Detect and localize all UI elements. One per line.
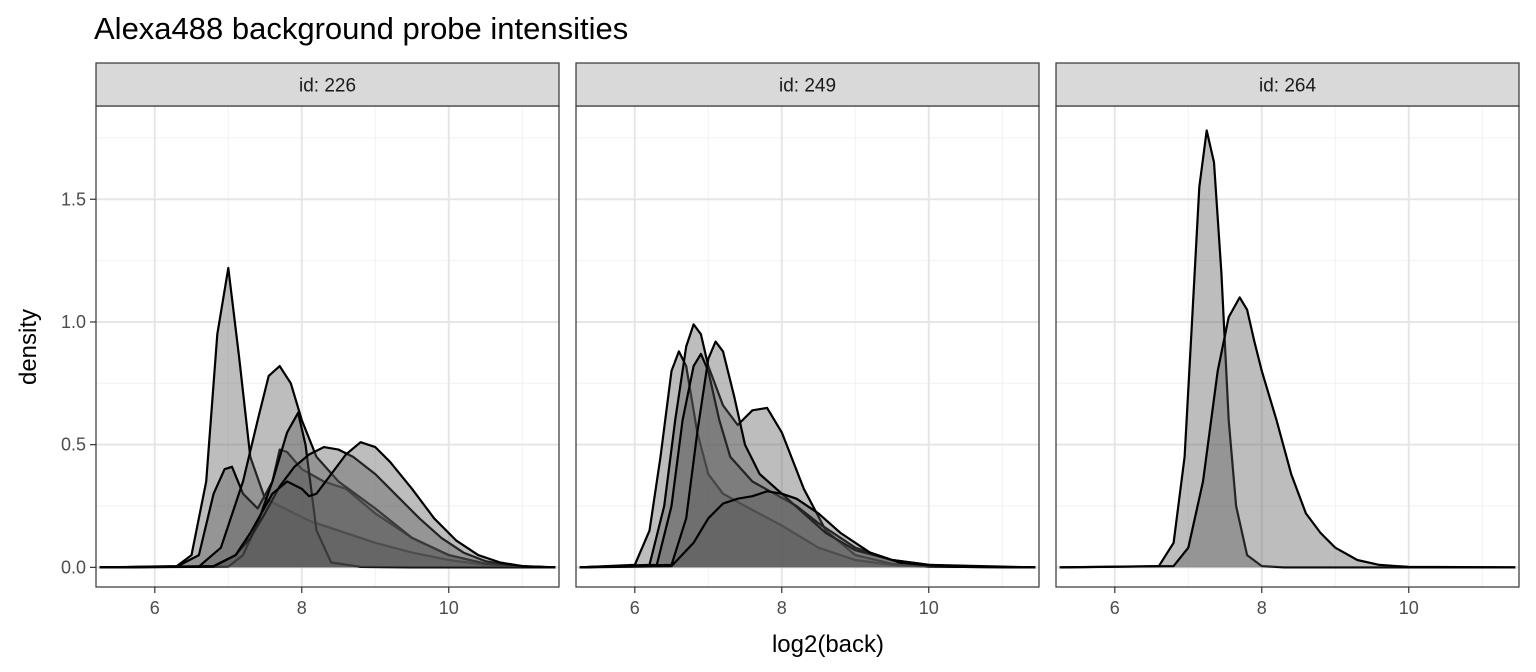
x-tick-label: 10 (919, 598, 939, 618)
facet-strip-label: id: 264 (1259, 76, 1316, 97)
x-axis-title: log2(back) (772, 631, 884, 658)
density-line (99, 441, 556, 569)
density-area (1059, 297, 1516, 568)
x-tick-label: 8 (297, 598, 307, 618)
density-area (99, 447, 556, 568)
density-line (579, 323, 1036, 569)
x-tick-label: 8 (777, 598, 787, 618)
density-line (99, 266, 556, 569)
x-tick-label: 8 (1257, 598, 1267, 618)
density-area (99, 366, 556, 568)
x-tick-label: 6 (630, 598, 640, 618)
x-tick-label: 6 (150, 598, 160, 618)
chart-title: Alexa488 background probe intensities (94, 11, 628, 46)
density-area (579, 324, 1036, 568)
facet-strip (575, 62, 1040, 107)
density-area (99, 449, 556, 568)
y-axis: 0.0 0.5 1.0 1.5 (61, 189, 96, 577)
density-line (1059, 296, 1516, 569)
panel-2: id: 264 6 8 10 (1055, 62, 1520, 618)
density-line (99, 411, 556, 569)
x-tick-label: 6 (1110, 598, 1120, 618)
panel-1: id: 249 6 8 10 (575, 62, 1040, 618)
y-tick-label: 1.0 (61, 312, 86, 332)
density-line (1059, 129, 1516, 569)
density-line (579, 340, 1036, 569)
y-tick-label: 0.5 (61, 435, 86, 455)
y-axis-title: density (15, 309, 42, 385)
density-area (579, 341, 1036, 568)
density-line (99, 365, 556, 569)
x-tick-label: 10 (1399, 598, 1419, 618)
density-area (579, 491, 1036, 568)
density-line (579, 490, 1036, 569)
x-tick-label: 10 (439, 598, 459, 618)
density-area (579, 351, 1036, 568)
facet-strip (95, 62, 560, 107)
facet-strip-label: id: 226 (299, 76, 356, 97)
y-tick-label: 0.0 (61, 557, 86, 577)
facet-strip-label: id: 249 (779, 76, 836, 97)
facet-strip (1055, 62, 1520, 107)
panel-0: id: 226 6 8 10 (95, 62, 560, 618)
density-area (579, 353, 1036, 568)
density-line (579, 350, 1036, 569)
y-tick-label: 1.5 (61, 189, 86, 209)
density-area (99, 442, 556, 568)
panel-background (1056, 106, 1519, 587)
panel-background (96, 106, 559, 587)
facet-panels: id: 226 6 8 10 id: 249 6 8 10 id: 264 6 8 10 (95, 62, 1520, 618)
